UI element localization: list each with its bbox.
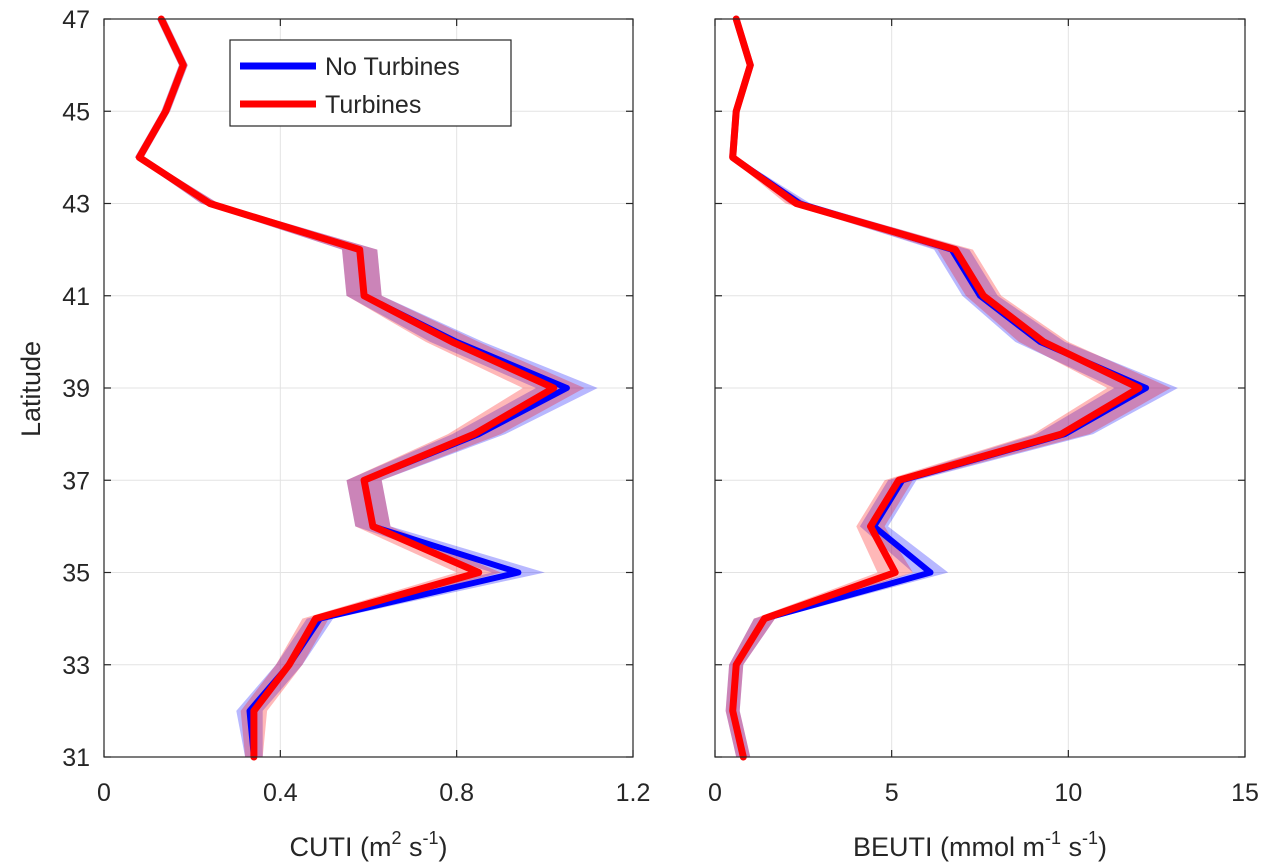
data-point-turbines	[1138, 387, 1140, 389]
data-point-turbines	[363, 295, 365, 297]
data-point-turbines	[182, 64, 184, 66]
y-tick-label: 37	[62, 467, 90, 495]
x-tick-label: 0	[708, 779, 722, 807]
legend: No Turbines Turbines	[229, 39, 512, 127]
y-tick-label: 45	[62, 98, 90, 126]
panel-beuti: 0 5 10 15 BEUTI (mmol m-1 s-1)	[708, 15, 1259, 862]
data-point-turbines	[1043, 341, 1045, 343]
x-tick-label: 5	[885, 779, 899, 807]
data-point-turbines	[315, 618, 317, 620]
y-tick-label: 31	[62, 744, 90, 772]
data-point-turbines	[732, 710, 734, 712]
x-axis-label: BEUTI (mmol m-1 s-1)	[853, 828, 1107, 862]
data-point-turbines	[735, 664, 737, 666]
y-tick-label: 33	[62, 652, 90, 680]
panel-cuti: 31 33 35 37 39 41 43 45 47 0 0.4 0.8 1.2 CUTI (m2 s-1…	[62, 6, 650, 862]
y-axis-label: Latitude	[16, 341, 46, 437]
x-tick-label: 15	[1231, 779, 1259, 807]
data-point-turbines	[732, 156, 734, 158]
data-point-no-turbines	[1145, 387, 1147, 389]
data-point-turbines	[1060, 433, 1062, 435]
x-tick-label: 1.2	[616, 779, 651, 807]
data-point-turbines	[795, 203, 797, 204]
data-point-turbines	[253, 710, 255, 712]
data-point-turbines	[288, 664, 290, 666]
x-tick-label: 0	[97, 779, 111, 807]
x-tick-label: 0.8	[439, 779, 474, 807]
data-point-no-turbines	[930, 572, 931, 573]
y-tick-label: 47	[62, 6, 90, 34]
data-point-turbines	[363, 479, 365, 481]
x-axis-label: CUTI (m2 s-1)	[289, 828, 447, 862]
data-point-turbines	[138, 156, 140, 158]
data-point-turbines	[478, 572, 480, 573]
legend-box	[229, 39, 512, 127]
data-point-turbines	[553, 387, 555, 389]
data-point-turbines	[764, 618, 765, 620]
x-tick-label: 10	[1054, 779, 1082, 807]
data-point-turbines	[372, 525, 374, 527]
data-point-no-turbines	[249, 710, 250, 712]
legend-label: Turbines	[325, 91, 421, 119]
data-point-turbines	[735, 110, 737, 112]
data-point-turbines	[165, 110, 167, 112]
data-point-turbines	[870, 525, 871, 527]
data-point-turbines	[898, 479, 900, 481]
x-tick-label: 0.4	[263, 779, 298, 807]
data-point-turbines	[451, 341, 453, 343]
y-tick-label: 41	[62, 283, 90, 311]
data-point-turbines	[954, 249, 956, 251]
data-point-turbines	[209, 203, 211, 204]
data-point-turbines	[983, 295, 984, 297]
y-tick-label: 35	[62, 560, 90, 588]
data-point-turbines	[894, 572, 896, 573]
legend-label: No Turbines	[325, 53, 460, 81]
y-tick-label: 39	[62, 375, 90, 403]
data-point-no-turbines	[566, 387, 568, 389]
data-point-turbines	[749, 64, 751, 66]
data-point-turbines	[473, 433, 475, 435]
data-point-turbines	[359, 249, 361, 251]
data-point-no-turbines	[517, 572, 519, 573]
y-tick-label: 43	[62, 191, 90, 219]
